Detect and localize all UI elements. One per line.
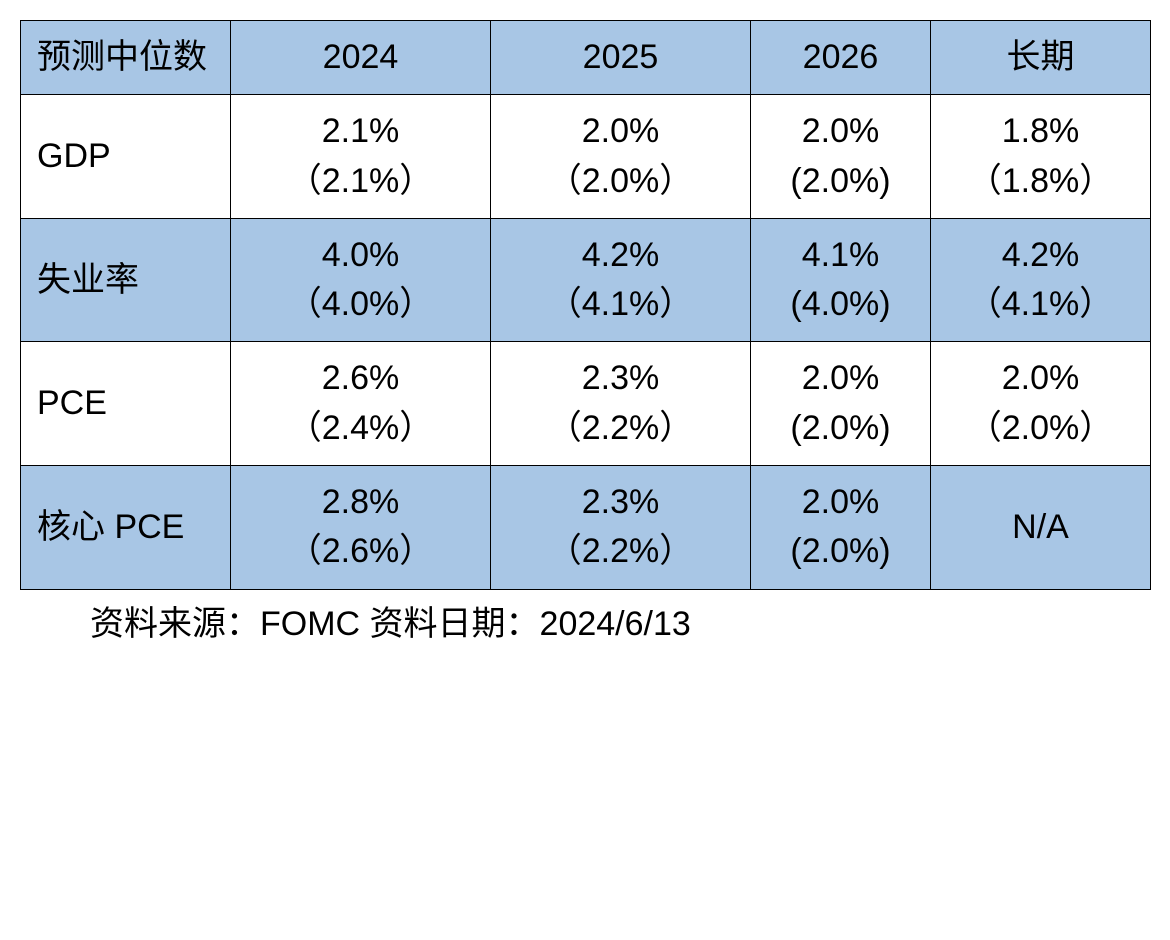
row-value: 4.1%(4.0%) [751,218,931,342]
table-row: 核心 PCE2.8%（2.6%）2.3%（2.2%）2.0%(2.0%)N/A [21,466,1151,590]
row-value: 2.6%（2.4%） [231,342,491,466]
table-row: PCE2.6%（2.4%）2.3%（2.2%）2.0%(2.0%)2.0%（2.… [21,342,1151,466]
header-2025: 2025 [491,21,751,95]
table-body: GDP2.1%（2.1%）2.0%（2.0%）2.0%(2.0%)1.8%（1.… [21,95,1151,589]
forecast-table: 预测中位数 2024 2025 2026 长期 GDP2.1%（2.1%）2.0… [20,20,1151,590]
row-value: 2.0%（2.0%） [931,342,1151,466]
row-value: 2.3%（2.2%） [491,466,751,590]
header-long: 长期 [931,21,1151,95]
row-value: 2.0%(2.0%) [751,95,931,219]
row-value: 2.0%（2.0%） [491,95,751,219]
row-label: 核心 PCE [21,466,231,590]
row-value: 2.0%(2.0%) [751,342,931,466]
table-row: GDP2.1%（2.1%）2.0%（2.0%）2.0%(2.0%)1.8%（1.… [21,95,1151,219]
row-value: 2.3%（2.2%） [491,342,751,466]
source-line: 资料来源：FOMC 资料日期：2024/6/13 [90,596,1150,645]
table-header-row: 预测中位数 2024 2025 2026 长期 [21,21,1151,95]
header-label: 预测中位数 [21,21,231,95]
header-2024: 2024 [231,21,491,95]
row-value: 1.8%（1.8%） [931,95,1151,219]
row-label: PCE [21,342,231,466]
row-value: 2.8%（2.6%） [231,466,491,590]
row-label: 失业率 [21,218,231,342]
row-value: 4.2%（4.1%） [931,218,1151,342]
row-value: 4.0%（4.0%） [231,218,491,342]
row-value: 2.0%(2.0%) [751,466,931,590]
row-label: GDP [21,95,231,219]
header-2026: 2026 [751,21,931,95]
row-value: 4.2%（4.1%） [491,218,751,342]
table-row: 失业率4.0%（4.0%）4.2%（4.1%）4.1%(4.0%)4.2%（4.… [21,218,1151,342]
row-value: N/A [931,466,1151,590]
row-value: 2.1%（2.1%） [231,95,491,219]
